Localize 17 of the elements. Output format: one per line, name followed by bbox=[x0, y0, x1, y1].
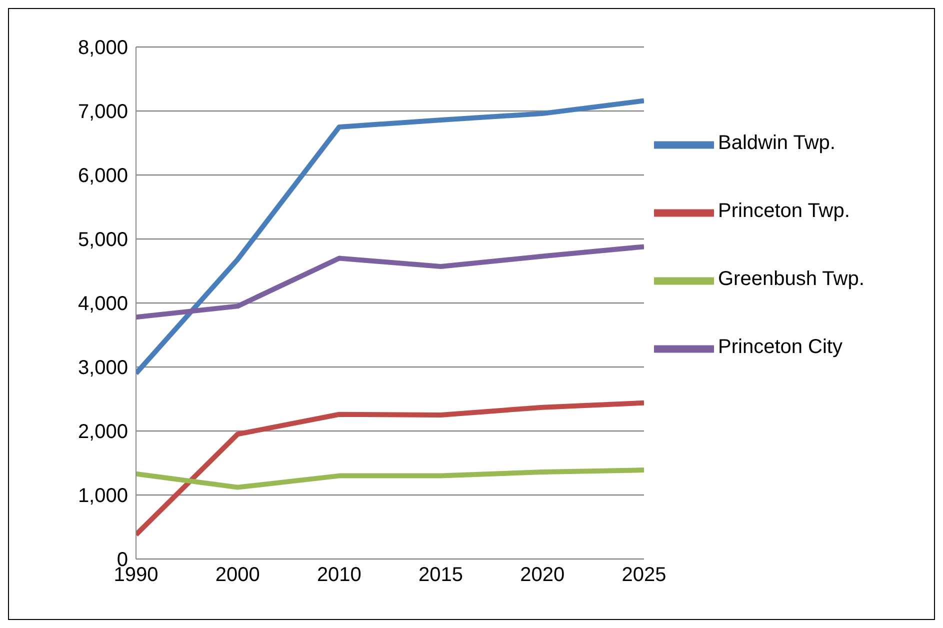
x-tick-label: 2015 bbox=[418, 564, 464, 586]
y-tick-label: 8,000 bbox=[78, 37, 128, 60]
legend-label: Greenbush Twp. bbox=[718, 268, 864, 290]
y-tick-label: 2,000 bbox=[78, 421, 128, 444]
x-tick-label: 2025 bbox=[622, 564, 666, 586]
y-tick-label: 3,000 bbox=[78, 357, 128, 380]
x-tick-label: 2010 bbox=[316, 564, 362, 586]
x-tick-label: 2020 bbox=[520, 564, 565, 586]
y-tick-label: 4,000 bbox=[78, 293, 128, 316]
y-tick-label: 6,000 bbox=[78, 165, 128, 188]
legend-label: Princeton Twp. bbox=[718, 200, 850, 222]
y-tick-label: 1,000 bbox=[78, 485, 128, 508]
legend-label: Princeton City bbox=[718, 336, 842, 358]
y-tick-label: 5,000 bbox=[78, 229, 128, 252]
y-tick-label: 7,000 bbox=[78, 101, 128, 124]
legend-label: Baldwin Twp. bbox=[718, 132, 836, 154]
x-tick-label: 2000 bbox=[215, 564, 260, 586]
